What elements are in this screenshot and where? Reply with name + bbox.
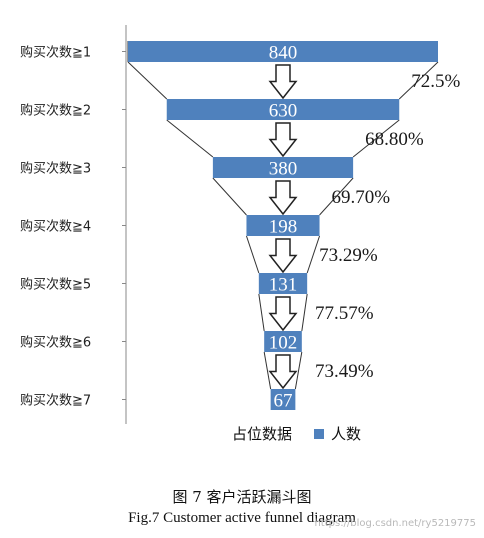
funnel-bar	[166, 99, 400, 120]
bar-value-label: 131	[269, 275, 298, 296]
category-labels: 购买次数≧1 购买次数≧2 购买次数≧3 购买次数≧4 购买次数≧5 购买次数≧6 购买次数…	[20, 25, 127, 424]
funnel-edge-left	[258, 293, 265, 332]
watermark-text: https://blog.csdn.net/ry5219775	[314, 518, 476, 529]
funnel-bar	[212, 157, 354, 178]
conversion-rate-label: 77.57%	[315, 303, 374, 324]
legend-label-placeholder: 占位数据	[232, 425, 292, 443]
funnel-edge-left	[212, 177, 247, 216]
bar-value-label: 630	[269, 101, 298, 122]
bar-value-label: 380	[269, 159, 298, 180]
funnel-bars: 840 630 380 198 131 102 67	[128, 41, 438, 412]
category-label: 购买次数≧1	[20, 45, 91, 61]
bar-value-label: 198	[269, 217, 298, 238]
legend-swatch-people	[314, 429, 324, 439]
legend-swatch-placeholder	[218, 428, 228, 438]
funnel-edge-left	[263, 351, 272, 390]
conversion-rate-label: 73.29%	[319, 245, 378, 266]
figure-caption-en: Fig.7 Customer active funnel diagram	[128, 510, 356, 526]
category-label: 购买次数≧4	[20, 219, 91, 235]
funnel-outline	[127, 41, 439, 390]
conversion-rate-labels: 72.5% 68.80% 69.70% 73.29% 77.57% 73.49%	[315, 71, 461, 382]
funnel-bar	[258, 273, 308, 294]
chart-legend: 占位数据 人数	[218, 425, 361, 443]
category-label: 购买次数≧5	[20, 277, 91, 293]
bar-value-label: 67	[274, 391, 293, 412]
conversion-rate-label: 69.70%	[332, 187, 391, 208]
conversion-arrow	[268, 296, 298, 332]
legend-label-people: 人数	[331, 425, 361, 443]
funnel-edge-left	[245, 235, 260, 274]
funnel-edge-right	[301, 293, 308, 332]
bar-value-label: 840	[269, 43, 298, 64]
category-label: 购买次数≧6	[20, 335, 91, 351]
category-label: 购买次数≧2	[20, 103, 91, 119]
funnel-edge-right	[319, 177, 354, 216]
funnel-bar	[270, 389, 296, 410]
funnel-edge-right	[294, 351, 303, 390]
funnel-bar	[246, 215, 320, 236]
funnel-edge-left	[127, 61, 168, 100]
funnel-bar	[128, 41, 438, 62]
conversion-arrow	[268, 64, 298, 100]
conversion-arrow	[268, 180, 298, 216]
funnel-edge-right	[306, 235, 321, 274]
funnel-edge-left	[166, 119, 214, 158]
conversion-rate-label: 68.80%	[365, 129, 424, 150]
funnel-edge-right	[398, 61, 439, 100]
category-label: 购买次数≧3	[20, 161, 91, 177]
funnel-edge-right	[352, 119, 400, 158]
conversion-arrow	[268, 354, 298, 390]
conversion-arrows	[268, 64, 298, 390]
funnel-bar	[264, 331, 302, 352]
conversion-arrow	[268, 122, 298, 158]
bar-value-label: 102	[269, 333, 298, 354]
conversion-rate-label: 72.5%	[411, 71, 460, 92]
category-label: 购买次数≧7	[20, 393, 91, 409]
figure-caption-cn: 图 7 客户活跃漏斗图	[172, 488, 312, 506]
conversion-rate-label: 73.49%	[315, 361, 374, 382]
conversion-arrow	[268, 238, 298, 274]
